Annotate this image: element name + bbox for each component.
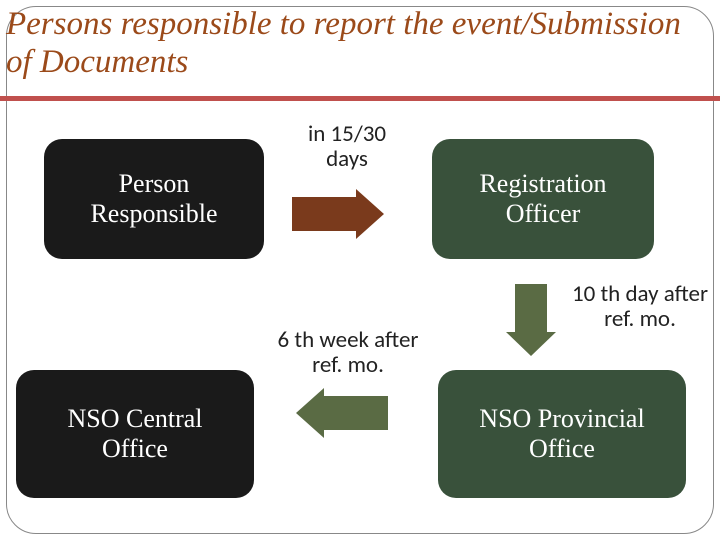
node-label: PersonResponsible bbox=[90, 169, 217, 229]
node-person-responsible: PersonResponsible bbox=[44, 139, 264, 259]
edge-label-e1: in 15/30days bbox=[292, 122, 402, 173]
arrow-left-icon bbox=[296, 388, 388, 438]
node-nso-central: NSO CentralOffice bbox=[16, 370, 254, 498]
node-nso-provincial: NSO ProvincialOffice bbox=[438, 370, 686, 498]
node-label: NSO ProvincialOffice bbox=[479, 404, 644, 464]
arrow-right-icon bbox=[292, 189, 384, 239]
arrow-down-icon bbox=[506, 284, 556, 356]
edge-label-e2: 10 th day afterref. mo. bbox=[560, 282, 720, 333]
node-registration-officer: RegistrationOfficer bbox=[432, 139, 654, 259]
node-label: RegistrationOfficer bbox=[479, 169, 606, 229]
title-rule bbox=[0, 96, 720, 101]
node-label: NSO CentralOffice bbox=[67, 404, 202, 464]
page-title: Persons responsible to report the event/… bbox=[6, 6, 706, 82]
edge-label-e3: 6 th week afterref. mo. bbox=[258, 328, 438, 379]
